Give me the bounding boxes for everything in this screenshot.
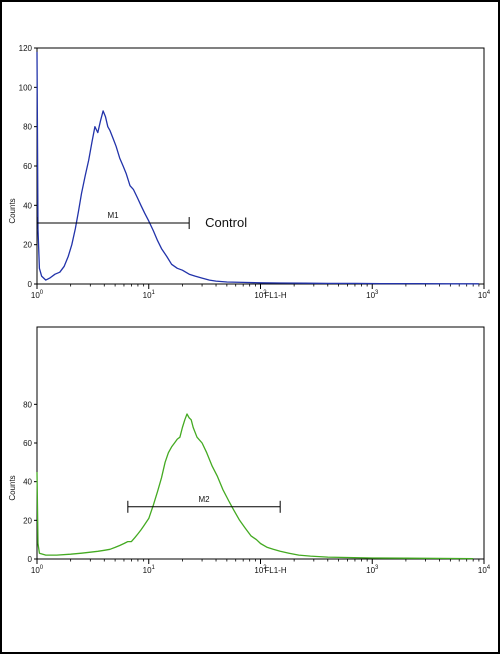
y-tick-label: 0 xyxy=(28,280,33,289)
x-tick-label: 102 xyxy=(254,290,267,300)
x-tick-label: 102 xyxy=(254,565,267,575)
gate-marker-label: M2 xyxy=(198,495,210,504)
control-annotation: Control xyxy=(205,215,247,230)
y-tick-label: 80 xyxy=(23,123,32,132)
x-axis-label: FL1-H xyxy=(264,291,286,300)
y-axis-label: Counts xyxy=(8,475,17,500)
y-axis-label: Counts xyxy=(8,198,17,223)
y-tick-label: 80 xyxy=(23,400,32,409)
gate-marker-label: M1 xyxy=(108,211,120,220)
x-tick-label: 101 xyxy=(143,565,156,575)
y-tick-label: 20 xyxy=(23,516,32,525)
histogram-series-line xyxy=(36,413,474,560)
x-tick-label: 100 xyxy=(31,290,44,300)
x-tick-label: 103 xyxy=(366,290,379,300)
x-tick-label: 101 xyxy=(143,290,156,300)
plot-area xyxy=(36,326,485,560)
plot-area xyxy=(36,47,485,285)
x-tick-label: 104 xyxy=(478,565,491,575)
histogram-series-line xyxy=(36,51,479,285)
x-tick-label: 103 xyxy=(366,565,379,575)
chart-panel-2: 0 20 40 60 80 100 101 102 103 104 FL1-H Counts M2 xyxy=(8,326,491,575)
y-tick-label: 120 xyxy=(19,44,33,53)
x-tick-label: 104 xyxy=(478,290,491,300)
chart-panel-1: 0 20 40 60 80 100 120 100 101 102 103 104 FL1-H Count… xyxy=(8,44,491,300)
y-tick-label: 40 xyxy=(23,201,32,210)
y-tick-label: 100 xyxy=(19,83,33,92)
y-tick-label: 60 xyxy=(23,439,32,448)
y-tick-label: 60 xyxy=(23,162,32,171)
y-tick-label: 20 xyxy=(23,241,32,250)
y-tick-label: 40 xyxy=(23,478,32,487)
x-tick-label: 100 xyxy=(31,565,44,575)
y-tick-label: 0 xyxy=(28,555,33,564)
x-axis-label: FL1-H xyxy=(264,566,286,575)
